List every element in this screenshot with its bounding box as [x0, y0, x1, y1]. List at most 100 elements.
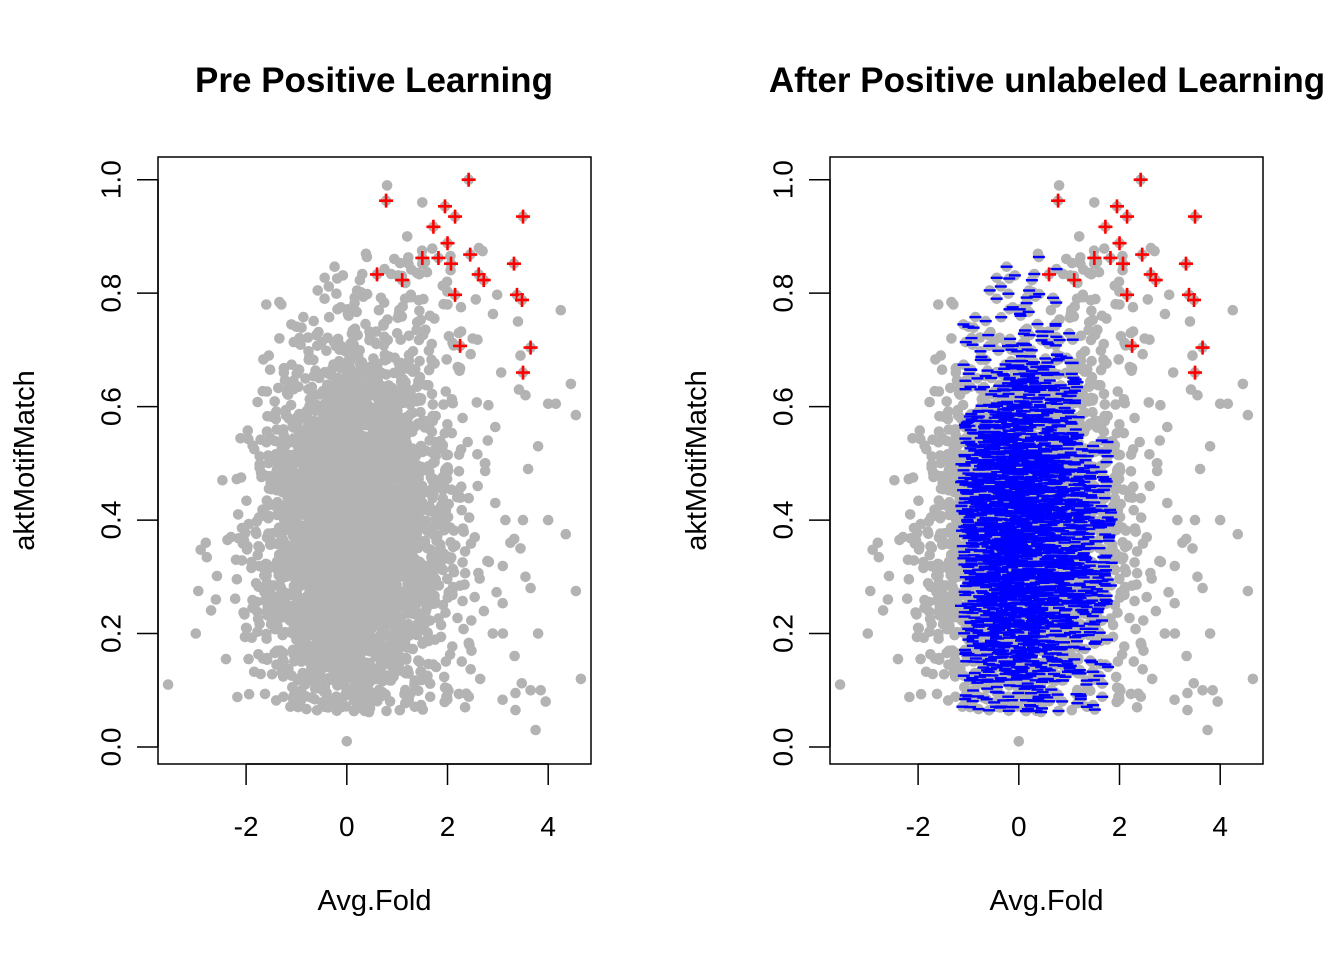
data-point	[482, 555, 493, 567]
data-point	[516, 678, 528, 689]
data-point	[352, 329, 364, 341]
data-point	[353, 462, 365, 474]
data-point	[318, 409, 329, 420]
data-point	[312, 285, 324, 296]
data-point	[497, 560, 509, 572]
data-point	[427, 399, 439, 410]
data-point	[229, 593, 241, 604]
data-point	[347, 653, 359, 664]
data-point	[340, 448, 352, 460]
data-point	[515, 350, 526, 361]
data-point	[378, 320, 389, 331]
data-point	[415, 314, 427, 326]
data-point	[535, 685, 546, 696]
data-point	[441, 354, 453, 365]
x-axis-label: Avg.Fold	[318, 885, 432, 917]
data-point	[359, 361, 370, 373]
data-point	[570, 409, 582, 421]
data-point	[438, 671, 450, 683]
data-point	[307, 533, 318, 545]
data-point	[427, 243, 438, 254]
data-point	[242, 425, 254, 436]
data-point	[555, 304, 567, 316]
data-point	[466, 615, 477, 626]
data-point	[478, 605, 490, 617]
data-point	[403, 691, 415, 702]
x-tick-label: 2	[1112, 811, 1128, 842]
data-point	[413, 490, 425, 501]
data-point	[381, 523, 392, 535]
data-point	[308, 581, 320, 593]
data-point	[440, 465, 452, 477]
data-point	[309, 676, 320, 687]
data-point	[389, 542, 400, 554]
data-point	[403, 569, 415, 581]
data-point	[368, 663, 380, 674]
data-point	[376, 590, 387, 601]
data-point	[298, 311, 309, 323]
data-point	[205, 605, 217, 616]
data-point	[436, 500, 447, 511]
data-point	[394, 257, 406, 269]
data-point	[415, 406, 426, 418]
data-point	[413, 334, 425, 346]
data-point	[471, 397, 483, 408]
data-point	[275, 437, 286, 449]
data-point	[342, 428, 354, 439]
data-point	[396, 372, 407, 384]
data-point	[452, 612, 463, 624]
data-point	[459, 546, 471, 557]
data-point	[455, 492, 466, 503]
data-point	[405, 408, 416, 420]
data-point	[309, 615, 321, 627]
unlabeled-points	[162, 180, 587, 747]
data-point	[250, 578, 262, 589]
data-point	[427, 446, 439, 457]
data-point	[282, 389, 294, 401]
data-point	[193, 585, 204, 597]
data-point	[469, 532, 481, 543]
data-point	[339, 680, 351, 692]
data-point	[287, 550, 299, 561]
data-point	[911, 631, 923, 643]
data-point	[261, 633, 272, 644]
data-point	[306, 454, 317, 465]
y-tick-label: 0.8	[96, 274, 127, 313]
data-point	[353, 661, 365, 673]
data-point	[522, 463, 534, 475]
data-point	[465, 664, 477, 675]
data-point	[414, 355, 425, 367]
data-point	[275, 500, 287, 511]
data-point	[442, 573, 453, 585]
x-tick-label: 4	[1212, 811, 1228, 842]
data-point	[352, 422, 363, 434]
positive-point	[506, 256, 521, 271]
data-point	[550, 398, 562, 410]
data-point	[378, 581, 389, 592]
data-point	[439, 682, 451, 693]
data-point	[269, 396, 281, 407]
data-point	[353, 432, 365, 444]
data-point	[270, 449, 282, 460]
data-point	[305, 504, 317, 516]
data-point	[430, 410, 442, 422]
data-point	[335, 360, 347, 371]
data-point	[263, 513, 274, 524]
data-point	[396, 600, 408, 612]
data-point	[342, 548, 353, 559]
data-point	[355, 610, 366, 622]
scatter-panel-pre: Pre Positive Learning-2 0 2 40.00.20.40.60.…	[9, 61, 592, 917]
data-point	[455, 326, 467, 337]
data-point	[403, 349, 415, 361]
data-point	[263, 350, 275, 361]
data-point	[312, 469, 323, 480]
data-point	[225, 531, 237, 543]
positive-point	[461, 172, 476, 187]
data-point	[319, 366, 331, 378]
data-point	[303, 545, 315, 556]
data-point	[232, 691, 243, 703]
data-point	[341, 615, 352, 627]
data-point	[287, 681, 298, 693]
data-point	[252, 613, 264, 625]
x-tick-label: -2	[906, 811, 931, 842]
